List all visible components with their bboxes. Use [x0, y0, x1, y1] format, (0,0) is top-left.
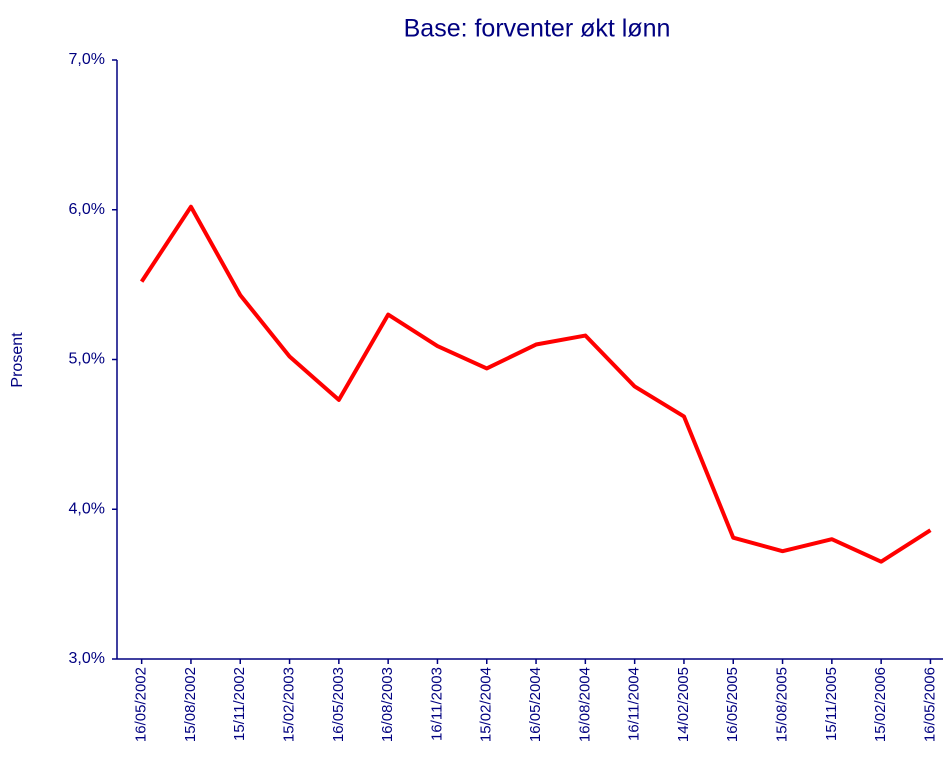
y-tick-label: 5,0% — [69, 351, 105, 368]
chart-title: Base: forventer økt lønn — [404, 15, 671, 43]
x-tick-label: 15/11/2002 — [231, 667, 248, 741]
y-tick-label: 3,0% — [69, 650, 105, 667]
y-tick-label: 6,0% — [69, 201, 105, 218]
x-tick-label: 15/02/2006 — [872, 667, 889, 742]
x-tick-label: 16/05/2006 — [921, 667, 938, 742]
x-tick-label: 15/08/2002 — [182, 667, 199, 742]
x-tick-label: 16/05/2003 — [330, 667, 347, 742]
x-tick-label: 15/11/2005 — [823, 667, 840, 741]
x-tick-label: 15/02/2003 — [281, 667, 298, 742]
line-series — [139, 204, 932, 564]
x-tick-label: 14/02/2005 — [675, 667, 692, 742]
x-tick-label: 16/05/2002 — [133, 667, 150, 742]
x-tick-label: 16/05/2005 — [724, 667, 741, 742]
x-tick-label: 16/08/2003 — [379, 667, 396, 742]
x-tick-label: 16/11/2004 — [626, 667, 643, 741]
x-tick-label: 16/05/2004 — [527, 667, 544, 742]
x-tick-label: 15/02/2004 — [478, 667, 495, 742]
y-axis-label: Prosent — [9, 332, 26, 388]
y-tick-label: 7,0% — [69, 51, 105, 68]
x-tick-label: 16/11/2003 — [428, 667, 445, 741]
y-tick-label: 4,0% — [69, 500, 105, 517]
x-tick-label: 15/08/2005 — [774, 667, 791, 742]
x-tick-label: 16/08/2004 — [576, 667, 593, 742]
